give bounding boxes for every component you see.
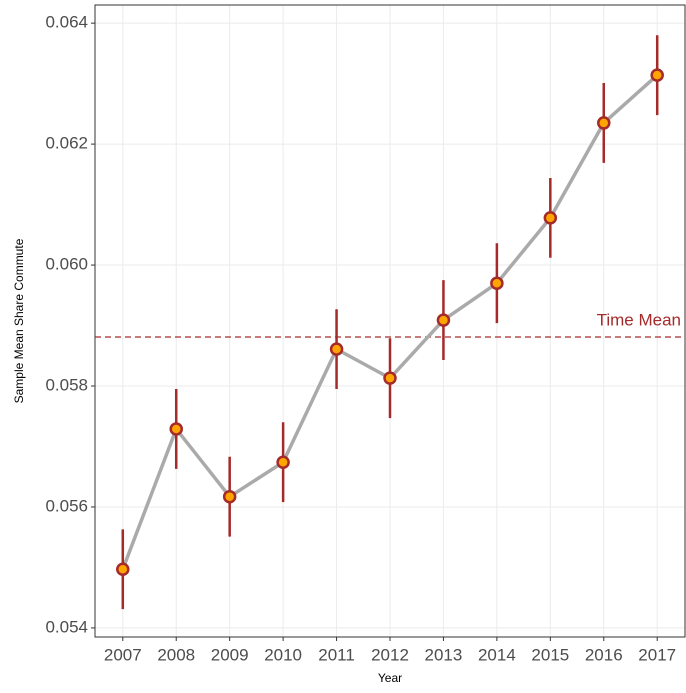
y-tick-label: 0.060 — [45, 255, 88, 274]
x-tick-label: 2011 — [318, 645, 355, 664]
x-tick-label: 2015 — [531, 645, 569, 664]
x-tick-label: 2012 — [371, 645, 409, 664]
time-mean-label: Time Mean — [597, 311, 681, 330]
x-tick-label: 2010 — [264, 645, 302, 664]
point — [490, 276, 504, 290]
point — [116, 562, 130, 577]
panel-border — [94, 4, 686, 638]
point — [650, 68, 664, 82]
x-tick-label: 2017 — [638, 645, 676, 664]
x-tick-label: 2007 — [104, 645, 142, 664]
y-tick-label: 0.062 — [45, 134, 88, 153]
x-tick-label: 2013 — [425, 645, 463, 664]
x-axis-title: Year — [378, 671, 402, 685]
y-tick-label: 0.064 — [45, 13, 88, 32]
point — [169, 422, 183, 436]
point — [383, 371, 397, 385]
point — [597, 116, 611, 130]
y-tick-label: 0.058 — [45, 375, 88, 394]
point — [276, 455, 290, 469]
x-tick-label: 2009 — [211, 645, 249, 664]
y-axis-title: Sample Mean Share Commute — [12, 238, 26, 403]
x-tick-label: 2016 — [585, 645, 623, 664]
point — [436, 313, 451, 327]
point — [222, 489, 237, 504]
point — [543, 211, 558, 225]
y-tick-label: 0.056 — [45, 496, 88, 515]
point — [329, 342, 344, 356]
x-tick-label: 2014 — [478, 645, 516, 664]
y-tick-label: 0.054 — [45, 617, 88, 636]
x-tick-label: 2008 — [157, 645, 195, 664]
